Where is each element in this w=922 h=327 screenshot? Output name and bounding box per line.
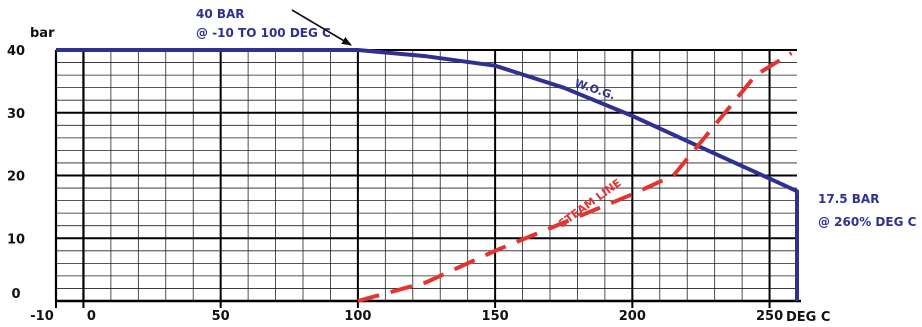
series-layer (56, 48, 799, 303)
series-line-w-o-g (56, 48, 799, 301)
annotation-17-5-bar-line-2: @ 260% DEG C (818, 215, 917, 229)
x-axis-label: DEG C (786, 310, 830, 325)
x-tick-label: 50 (212, 309, 230, 324)
x-tick-label: 200 (619, 309, 646, 324)
series-line-steam-line (357, 51, 793, 303)
x-tick-label: -10 (30, 309, 54, 324)
annotation-arrow (291, 9, 352, 46)
annotation-40-bar: 40 BAR @ -10 TO 100 DEG C (196, 7, 352, 46)
annotation-17-5-bar-line-1: 17.5 BAR (818, 192, 879, 206)
y-tick-label: 20 (7, 170, 25, 185)
x-tick-label: 250 (756, 309, 783, 324)
annotation-40-bar-line-2: @ -10 TO 100 DEG C (196, 26, 331, 40)
x-tick-labels: -10 0 50 100 150 200 250 (30, 309, 783, 324)
y-tick-label: 40 (7, 44, 25, 59)
annotation-17-5-bar: 17.5 BAR @ 260% DEG C (818, 192, 917, 229)
y-tick-label: 30 (7, 107, 25, 122)
y-tick-label: 10 (7, 232, 25, 247)
y-axis-label: bar (30, 26, 55, 41)
x-tick-label: 150 (482, 309, 509, 324)
y-tick-label: 0 (11, 287, 20, 302)
x-tick-label: 0 (87, 309, 96, 324)
y-tick-labels: 0 10 20 30 40 (7, 44, 25, 302)
axes (54, 50, 801, 308)
x-tick-label: 100 (344, 309, 371, 324)
annotation-40-bar-line-1: 40 BAR (196, 7, 245, 21)
